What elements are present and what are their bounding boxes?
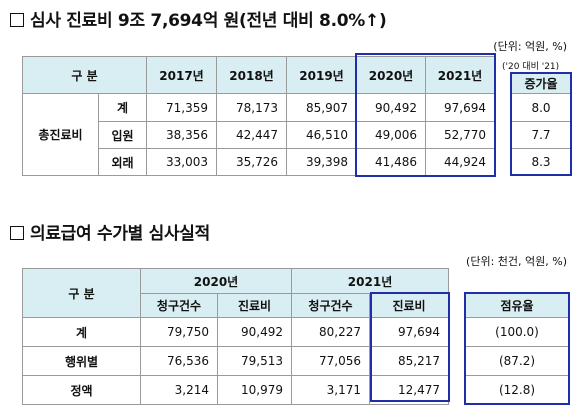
cell-value: 97,694 bbox=[369, 317, 450, 347]
section2-share-table: 점유율 (100.0) (87.2) (12.8) bbox=[465, 293, 569, 405]
cell-value: 7.7 bbox=[511, 121, 571, 149]
change-period: ('20 대비 '21) bbox=[502, 62, 560, 72]
section2-subheader-row: 청구건수 진료비 청구건수 진료비 bbox=[22, 293, 450, 318]
section1-unit: (단위: 억원, %) bbox=[493, 40, 567, 53]
section2-table: 구 분 2020년 2021년 청구건수 진료비 청구건수 진료비 계 79,7… bbox=[22, 268, 450, 405]
cell-value: 78,173 bbox=[216, 93, 288, 122]
cell-value: 79,513 bbox=[216, 346, 293, 376]
section2-unit: (단위: 천건, 억원, %) bbox=[466, 255, 567, 268]
cell-value: 35,726 bbox=[216, 148, 288, 176]
cell-value: 90,492 bbox=[216, 317, 293, 347]
cell-value: 39,398 bbox=[286, 148, 358, 176]
cell-value: 8.3 bbox=[511, 148, 571, 176]
table-row: 8.0 bbox=[511, 93, 571, 122]
cell-value: 79,750 bbox=[140, 317, 218, 347]
change-header: 증가율 bbox=[511, 73, 571, 94]
section1-title: 심사 진료비 9조 7,694억 원(전년 대비 8.0%↑) bbox=[10, 6, 387, 31]
cell-value: 38,356 bbox=[146, 121, 218, 149]
year-header: 2021년 bbox=[291, 268, 450, 294]
share-header-row: 점유율 bbox=[465, 293, 569, 318]
table-row: 총진료비 계 71,359 78,173 85,907 90,492 97,69… bbox=[22, 93, 496, 176]
table-row: 계 79,750 90,492 80,227 97,694 bbox=[22, 317, 450, 347]
year-header: 2019년 bbox=[286, 56, 358, 94]
section1-header-row: 구 분 2017년 2018년 2019년 2020년 2021년 bbox=[21, 56, 496, 94]
checkbox-square-icon bbox=[10, 226, 24, 240]
section1-change-table: 증가율 8.0 7.7 8.3 bbox=[511, 73, 571, 176]
table-row: 입원 38,356 42,447 46,510 49,006 52,770 bbox=[23, 121, 496, 149]
cell-value: 77,056 bbox=[291, 346, 371, 376]
row-label: 행위별 bbox=[22, 346, 141, 376]
row-label: 정액 bbox=[22, 375, 141, 405]
change-header-row: 증가율 bbox=[511, 73, 571, 94]
year-header: 2017년 bbox=[146, 56, 218, 94]
cell-value: 42,447 bbox=[216, 121, 288, 149]
cell-value: 3,171 bbox=[291, 375, 371, 405]
checkbox-square-icon bbox=[10, 13, 24, 27]
table-row: 7.7 bbox=[511, 121, 571, 149]
year-header: 2021년 bbox=[425, 56, 496, 94]
year-header: 2020년 bbox=[356, 56, 427, 94]
header-label: 구 분 bbox=[21, 56, 148, 94]
col-header: 청구건수 bbox=[291, 293, 371, 318]
header-label: 구 분 bbox=[22, 268, 141, 318]
cell-value: 85,907 bbox=[286, 93, 358, 122]
section1-table: 구 분 2017년 2018년 2019년 2020년 2021년 총진료비 계… bbox=[21, 56, 496, 176]
cell-value: 49,006 bbox=[356, 121, 427, 149]
cell-value: 71,359 bbox=[146, 93, 218, 122]
table-row: 정액 3,214 10,979 3,171 12,477 bbox=[22, 375, 450, 405]
table-row: 8.3 bbox=[511, 148, 571, 176]
section2-title: 의료급여 수가별 심사실적 bbox=[10, 219, 210, 244]
cell-value: 33,003 bbox=[146, 148, 218, 176]
year-header: 2020년 bbox=[139, 268, 293, 294]
cell-value: 10,979 bbox=[216, 375, 293, 405]
table-row: (87.2) bbox=[465, 346, 569, 376]
table-row: 행위별 76,536 79,513 77,056 85,217 bbox=[22, 346, 450, 376]
cell-value: 97,694 bbox=[425, 93, 496, 122]
section2-title-text: 의료급여 수가별 심사실적 bbox=[30, 224, 210, 244]
col-header: 진료비 bbox=[369, 293, 450, 318]
row-label: 외래 bbox=[97, 148, 148, 176]
table-row: (100.0) bbox=[465, 317, 569, 347]
col-header: 점유율 bbox=[465, 293, 569, 318]
group-label: 총진료비 bbox=[22, 93, 99, 176]
cell-value: (87.2) bbox=[465, 346, 569, 376]
year-header: 2018년 bbox=[216, 56, 288, 94]
cell-value: 52,770 bbox=[425, 121, 496, 149]
section2-header-row: 구 분 2020년 2021년 bbox=[22, 268, 450, 318]
row-label: 입원 bbox=[97, 121, 148, 149]
cell-value: (100.0) bbox=[465, 317, 569, 347]
cell-value: 76,536 bbox=[140, 346, 218, 376]
cell-value: 90,492 bbox=[356, 93, 427, 122]
cell-value: (12.8) bbox=[465, 375, 569, 405]
row-label: 계 bbox=[22, 317, 141, 347]
cell-value: 3,214 bbox=[140, 375, 218, 405]
col-header: 진료비 bbox=[216, 293, 293, 318]
col-header: 청구건수 bbox=[140, 293, 218, 318]
cell-value: 44,924 bbox=[425, 148, 496, 176]
cell-value: 12,477 bbox=[369, 375, 450, 405]
table-row: 외래 33,003 35,726 39,398 41,486 44,924 bbox=[23, 148, 496, 176]
table-row: (12.8) bbox=[465, 375, 569, 405]
cell-value: 85,217 bbox=[369, 346, 450, 376]
cell-value: 41,486 bbox=[356, 148, 427, 176]
cell-value: 46,510 bbox=[286, 121, 358, 149]
cell-value: 80,227 bbox=[291, 317, 371, 347]
cell-value: 8.0 bbox=[511, 93, 571, 122]
section1-title-text: 심사 진료비 9조 7,694억 원(전년 대비 8.0%↑) bbox=[30, 11, 387, 31]
row-label: 계 bbox=[97, 93, 148, 122]
